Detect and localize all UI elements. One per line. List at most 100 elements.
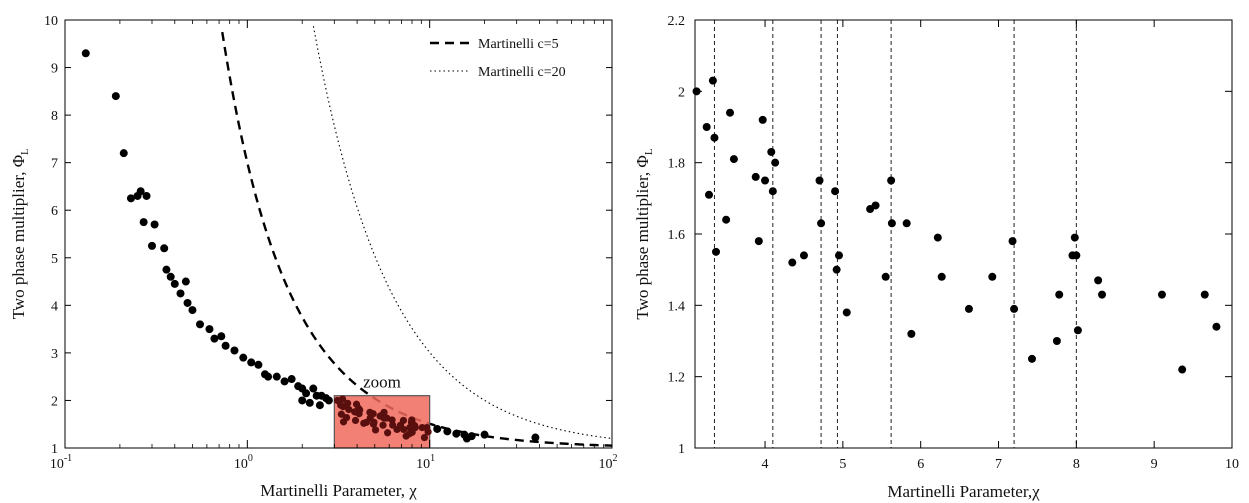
y-axis-label-main: Two phase multiplier, Φ	[633, 155, 652, 319]
data-point	[1072, 251, 1081, 260]
data-point	[221, 341, 230, 350]
y-tick-label: 2.2	[668, 14, 686, 29]
curve-martinelli-c20	[312, 26, 613, 440]
data-point	[1098, 290, 1107, 299]
zoomed-data-point	[388, 416, 396, 424]
data-point	[147, 241, 156, 250]
zoomed-data-point	[370, 418, 378, 426]
y-tick-label: 4	[51, 299, 58, 314]
data-point	[287, 375, 296, 384]
data-point	[1010, 304, 1019, 313]
data-point	[139, 218, 148, 227]
x-tick-exponent: 1	[430, 453, 435, 464]
data-point	[937, 272, 946, 281]
y-tick-label: 1	[678, 442, 685, 457]
data-point	[264, 372, 273, 381]
data-point	[1008, 237, 1017, 246]
data-point	[210, 334, 219, 343]
y-axis-label: Two phase multiplier, ΦL	[633, 148, 655, 319]
zoomed-data-point	[369, 410, 377, 418]
data-point	[1157, 290, 1166, 299]
zoomed-data-point	[356, 406, 364, 414]
data-point	[1055, 290, 1064, 299]
y-tick-label: 1	[51, 442, 58, 457]
data-point	[831, 187, 840, 196]
data-point	[176, 289, 185, 298]
x-tick-exponent: 2	[613, 453, 618, 464]
right-chart: 4 5 6 7 8 9 10 1 1.2 1.4 1.6 1.8 2 2.2 Martinelli Para…	[633, 14, 1239, 501]
data-point	[881, 272, 890, 281]
zoomed-data-point	[399, 416, 408, 425]
plot-frame	[694, 19, 1233, 449]
data-point	[887, 219, 896, 228]
data-point	[239, 353, 248, 362]
data-point	[188, 306, 197, 315]
zoomed-data-point	[342, 413, 351, 422]
x-tick-base: 10	[599, 457, 613, 472]
legend-label-c20: Martinelli c=20	[478, 65, 566, 80]
y-tick-label: 1.8	[668, 157, 686, 172]
data-point	[1073, 326, 1082, 335]
data-point	[712, 247, 721, 256]
data-point	[531, 433, 540, 442]
data-point	[887, 176, 896, 185]
plot-frame	[64, 19, 613, 449]
curve-martinelli-c5	[221, 31, 613, 447]
x-tick-label: 4	[762, 457, 769, 472]
y-axis-label-main: Two phase multiplier, Φ	[9, 155, 28, 319]
x-axis-label: Martinelli Parameter, χ	[260, 481, 417, 500]
data-point	[230, 346, 239, 355]
x-tick-exponent: 0	[248, 453, 253, 464]
data-point	[1070, 233, 1079, 242]
data-point	[722, 215, 731, 224]
zoomed-data-point	[424, 428, 432, 436]
x-tick-base: 10	[416, 457, 430, 472]
data-point	[309, 384, 318, 393]
y-axis-label-subscript: L	[20, 149, 31, 155]
data-point	[842, 308, 851, 317]
data-point	[710, 133, 719, 142]
y-tick-label: 1.4	[668, 299, 686, 314]
data-point	[443, 427, 452, 436]
data-point	[170, 279, 179, 288]
data-point	[205, 325, 214, 334]
data-point	[758, 115, 767, 124]
zoomed-data-point	[384, 429, 392, 437]
y-tick-label: 2	[678, 85, 685, 100]
x-tick-label: 9	[1151, 457, 1158, 472]
x-tick-label: 10	[1225, 457, 1239, 472]
x-tick-label: 101	[416, 453, 435, 472]
data-point	[1212, 322, 1221, 331]
y-tick-label: 2	[51, 394, 58, 409]
legend-label-c5: Martinelli c=5	[478, 37, 559, 52]
y-axis-label-subscript: L	[643, 148, 655, 155]
data-point	[305, 398, 314, 407]
data-point	[324, 396, 333, 405]
data-point	[480, 430, 489, 439]
zoomed-data-point	[338, 395, 347, 403]
y-tick-label: 3	[51, 347, 58, 362]
y-tick-label: 5	[51, 252, 58, 267]
data-point	[452, 429, 461, 438]
data-point	[768, 187, 777, 196]
x-tick-label: 8	[1073, 457, 1080, 472]
y-tick-label: 1.2	[668, 371, 686, 386]
data-point	[1094, 276, 1103, 285]
zoomed-data-point	[371, 426, 380, 434]
zoomed-data-point	[380, 408, 388, 416]
data-point	[136, 187, 145, 196]
zoom-label: zoom	[363, 373, 401, 392]
data-point	[254, 360, 263, 369]
x-tick-label: 102	[599, 453, 618, 472]
y-tick-label: 9	[51, 62, 58, 77]
data-point	[933, 233, 942, 242]
x-tick-label: 5	[839, 457, 846, 472]
y-tick-label: 6	[51, 204, 58, 219]
data-point	[1052, 337, 1061, 345]
data-point	[832, 265, 841, 274]
data-point	[702, 123, 711, 131]
data-point	[751, 172, 760, 181]
zoomed-data-point	[411, 423, 419, 432]
